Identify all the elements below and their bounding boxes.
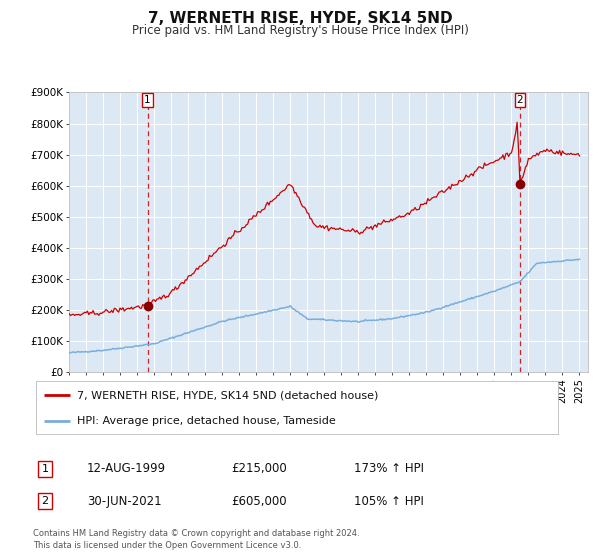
Text: HPI: Average price, detached house, Tameside: HPI: Average price, detached house, Tame…: [77, 416, 335, 426]
Text: 173% ↑ HPI: 173% ↑ HPI: [354, 462, 424, 475]
Text: 1: 1: [41, 464, 49, 474]
Text: £605,000: £605,000: [231, 494, 287, 508]
Text: 30-JUN-2021: 30-JUN-2021: [87, 494, 161, 508]
Text: 105% ↑ HPI: 105% ↑ HPI: [354, 494, 424, 508]
Text: Contains HM Land Registry data © Crown copyright and database right 2024.: Contains HM Land Registry data © Crown c…: [33, 529, 359, 538]
Text: 2: 2: [41, 496, 49, 506]
Text: This data is licensed under the Open Government Licence v3.0.: This data is licensed under the Open Gov…: [33, 541, 301, 550]
Text: 2: 2: [517, 95, 523, 105]
Text: £215,000: £215,000: [231, 462, 287, 475]
Text: 7, WERNETH RISE, HYDE, SK14 5ND: 7, WERNETH RISE, HYDE, SK14 5ND: [148, 11, 452, 26]
Text: 7, WERNETH RISE, HYDE, SK14 5ND (detached house): 7, WERNETH RISE, HYDE, SK14 5ND (detache…: [77, 390, 378, 400]
Text: 12-AUG-1999: 12-AUG-1999: [87, 462, 166, 475]
Text: Price paid vs. HM Land Registry's House Price Index (HPI): Price paid vs. HM Land Registry's House …: [131, 24, 469, 36]
Text: 1: 1: [145, 95, 151, 105]
